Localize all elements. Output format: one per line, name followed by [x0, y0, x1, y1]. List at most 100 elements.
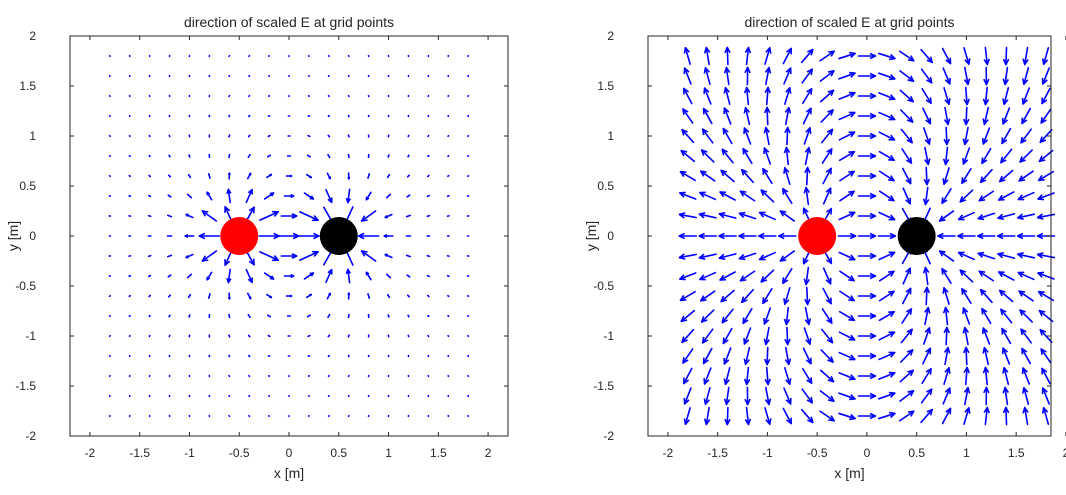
- field-arrow: [682, 130, 693, 143]
- field-arrow: [366, 272, 370, 279]
- field-arrow: [804, 328, 810, 344]
- field-arrow: [824, 188, 831, 204]
- field-arrow: [765, 68, 770, 85]
- field-arrow: [979, 271, 993, 281]
- field-arrow: [720, 192, 735, 200]
- field-arrow: [129, 196, 130, 197]
- field-arrow: [765, 88, 770, 105]
- field-arrow: [265, 273, 274, 279]
- field-arrow: [268, 315, 271, 316]
- field-arrow: [1003, 108, 1010, 124]
- field-arrow: [840, 191, 854, 200]
- x-tick-label: 1: [385, 446, 392, 460]
- field-arrow: [448, 156, 449, 157]
- field-arrow: [1038, 253, 1055, 258]
- field-arrow: [268, 336, 270, 337]
- field-arrow: [858, 153, 875, 158]
- field-arrow: [1002, 329, 1010, 344]
- field-arrow: [839, 212, 854, 219]
- x-tick-label: -1: [762, 446, 773, 460]
- field-arrow: [366, 192, 370, 199]
- field-arrow: [839, 112, 854, 119]
- field-arrow: [924, 328, 930, 344]
- field-arrow: [944, 148, 949, 165]
- field-arrow: [1020, 310, 1032, 322]
- field-arrow: [385, 215, 392, 218]
- field-arrow: [900, 51, 914, 61]
- field-arrow: [744, 348, 749, 365]
- field-arrow: [679, 254, 696, 259]
- field-arrow: [683, 109, 693, 123]
- field-arrow: [900, 90, 913, 101]
- field-arrow: [858, 393, 875, 398]
- field-arrow: [724, 108, 731, 124]
- field-arrow: [858, 253, 875, 258]
- field-arrow: [802, 410, 813, 423]
- field-arrow: [186, 255, 193, 258]
- field-arrow: [803, 369, 812, 383]
- field-arrow: [858, 173, 875, 178]
- field-arrow: [149, 176, 150, 177]
- field-arrow: [840, 271, 854, 280]
- y-tick-label: 1.5: [597, 79, 614, 93]
- y-tick-label: 2: [29, 29, 36, 43]
- field-arrow: [699, 254, 716, 259]
- field-arrow: [879, 152, 894, 161]
- field-arrow: [721, 291, 734, 302]
- field-arrow: [858, 233, 875, 238]
- field-arrow: [348, 173, 350, 179]
- positive-charge-marker: [798, 217, 836, 255]
- field-arrow: [840, 291, 854, 300]
- field-arrow: [326, 190, 332, 203]
- field-arrow: [804, 128, 810, 144]
- field-arrow: [1021, 329, 1031, 343]
- y-tick-label: 0.5: [19, 179, 36, 193]
- field-arrow: [284, 275, 293, 278]
- field-arrow: [684, 48, 690, 64]
- field-arrow: [880, 271, 894, 280]
- field-arrow: [207, 272, 211, 279]
- field-arrow: [428, 176, 429, 177]
- field-arrow: [945, 108, 950, 125]
- field-arrow: [408, 155, 409, 156]
- field-arrow: [839, 393, 855, 399]
- field-arrow: [705, 408, 710, 425]
- field-arrow: [962, 289, 971, 303]
- field-arrow: [839, 332, 854, 340]
- field-arrow: [978, 233, 995, 238]
- field-arrow: [805, 288, 810, 305]
- field-arrow: [744, 128, 751, 144]
- field-arrow: [945, 348, 950, 365]
- y-tick-label: 1: [29, 129, 36, 143]
- field-arrow: [924, 128, 930, 144]
- field-arrow: [901, 129, 912, 142]
- field-arrow: [699, 233, 716, 238]
- field-arrow: [702, 310, 714, 322]
- field-arrow: [822, 149, 831, 163]
- field-arrow: [723, 129, 731, 144]
- x-tick-label: -0.5: [807, 446, 828, 460]
- field-arrow: [739, 213, 755, 219]
- field-arrow: [209, 294, 210, 298]
- field-arrow: [725, 408, 730, 425]
- field-arrow: [960, 190, 972, 202]
- field-arrow: [188, 274, 192, 277]
- field-arrow: [1019, 291, 1033, 301]
- field-arrow: [984, 48, 989, 65]
- field-arrow: [784, 168, 790, 184]
- field-arrow: [1041, 109, 1051, 123]
- field-arrow: [129, 176, 130, 177]
- field-arrow: [921, 50, 932, 63]
- field-arrow: [281, 254, 296, 259]
- field-arrow: [979, 191, 993, 201]
- field-arrow: [680, 192, 696, 199]
- x-tick-label: 1: [963, 446, 970, 460]
- field-arrow: [879, 393, 895, 399]
- field-arrow: [1003, 88, 1008, 104]
- field-arrow: [681, 292, 696, 301]
- field-arrow: [249, 116, 250, 117]
- field-arrow: [783, 189, 792, 203]
- field-arrow: [858, 133, 875, 138]
